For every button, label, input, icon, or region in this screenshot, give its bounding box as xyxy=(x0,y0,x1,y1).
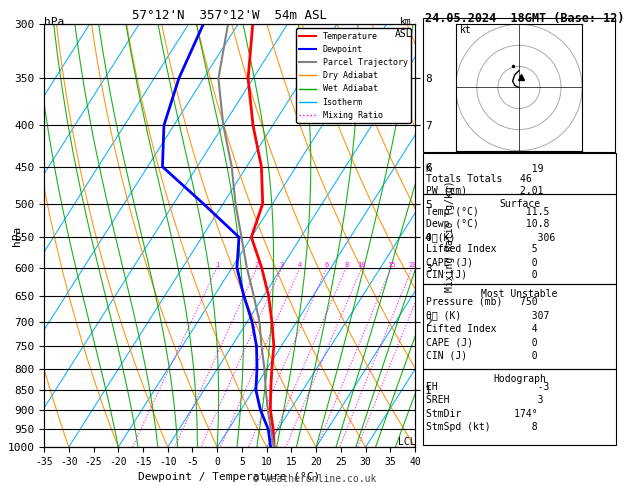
Text: Mixing Ratio (g/kg): Mixing Ratio (g/kg) xyxy=(445,180,455,292)
Text: kt: kt xyxy=(460,25,472,35)
Title: 57°12'N  357°12'W  54m ASL: 57°12'N 357°12'W 54m ASL xyxy=(132,9,327,22)
Text: Surface: Surface xyxy=(499,199,540,209)
Legend: Temperature, Dewpoint, Parcel Trajectory, Dry Adiabat, Wet Adiabat, Isotherm, Mi: Temperature, Dewpoint, Parcel Trajectory… xyxy=(296,29,411,123)
Text: SREH               3: SREH 3 xyxy=(426,395,543,405)
Text: Totals Totals   46: Totals Totals 46 xyxy=(426,174,532,185)
Text: θᴀ (K)            307: θᴀ (K) 307 xyxy=(426,310,549,320)
Text: Pressure (mb)   750: Pressure (mb) 750 xyxy=(426,296,537,307)
Text: Dewp (°C)        10.8: Dewp (°C) 10.8 xyxy=(426,219,549,229)
Text: PW (cm)         2.01: PW (cm) 2.01 xyxy=(426,185,543,195)
Text: 6: 6 xyxy=(325,262,329,268)
Y-axis label: hPa: hPa xyxy=(12,226,22,246)
Text: 10: 10 xyxy=(357,262,366,268)
Text: θᴀ(K)              306: θᴀ(K) 306 xyxy=(426,232,555,242)
Text: 20: 20 xyxy=(408,262,416,268)
Text: StmSpd (kt)       8: StmSpd (kt) 8 xyxy=(426,422,537,433)
Text: StmDir         174°: StmDir 174° xyxy=(426,409,537,419)
Text: 2: 2 xyxy=(255,262,259,268)
Text: Lifted Index      5: Lifted Index 5 xyxy=(426,244,537,255)
Text: Lifted Index      4: Lifted Index 4 xyxy=(426,324,537,334)
Text: Temp (°C)        11.5: Temp (°C) 11.5 xyxy=(426,207,549,217)
Text: CIN (J)           0: CIN (J) 0 xyxy=(426,351,537,361)
Text: 24.05.2024  18GMT (Base: 12): 24.05.2024 18GMT (Base: 12) xyxy=(425,12,624,25)
Text: 8: 8 xyxy=(344,262,348,268)
Text: km
ASL: km ASL xyxy=(394,17,412,38)
Text: K                 19: K 19 xyxy=(426,164,543,174)
Text: 15: 15 xyxy=(387,262,395,268)
Text: CAPE (J)          0: CAPE (J) 0 xyxy=(426,337,537,347)
Text: Most Unstable: Most Unstable xyxy=(481,289,558,299)
Text: hPa: hPa xyxy=(44,17,64,27)
X-axis label: Dewpoint / Temperature (°C): Dewpoint / Temperature (°C) xyxy=(138,472,321,483)
Text: © weatheronline.co.uk: © weatheronline.co.uk xyxy=(253,473,376,484)
Text: 1: 1 xyxy=(214,262,219,268)
Text: 4: 4 xyxy=(298,262,302,268)
Text: CAPE (J)          0: CAPE (J) 0 xyxy=(426,257,537,267)
Text: Hodograph: Hodograph xyxy=(493,374,546,384)
Text: EH                 -3: EH -3 xyxy=(426,382,549,392)
Text: 3: 3 xyxy=(280,262,284,268)
Text: LCL: LCL xyxy=(398,437,415,447)
Text: CIN (J)           0: CIN (J) 0 xyxy=(426,270,537,280)
